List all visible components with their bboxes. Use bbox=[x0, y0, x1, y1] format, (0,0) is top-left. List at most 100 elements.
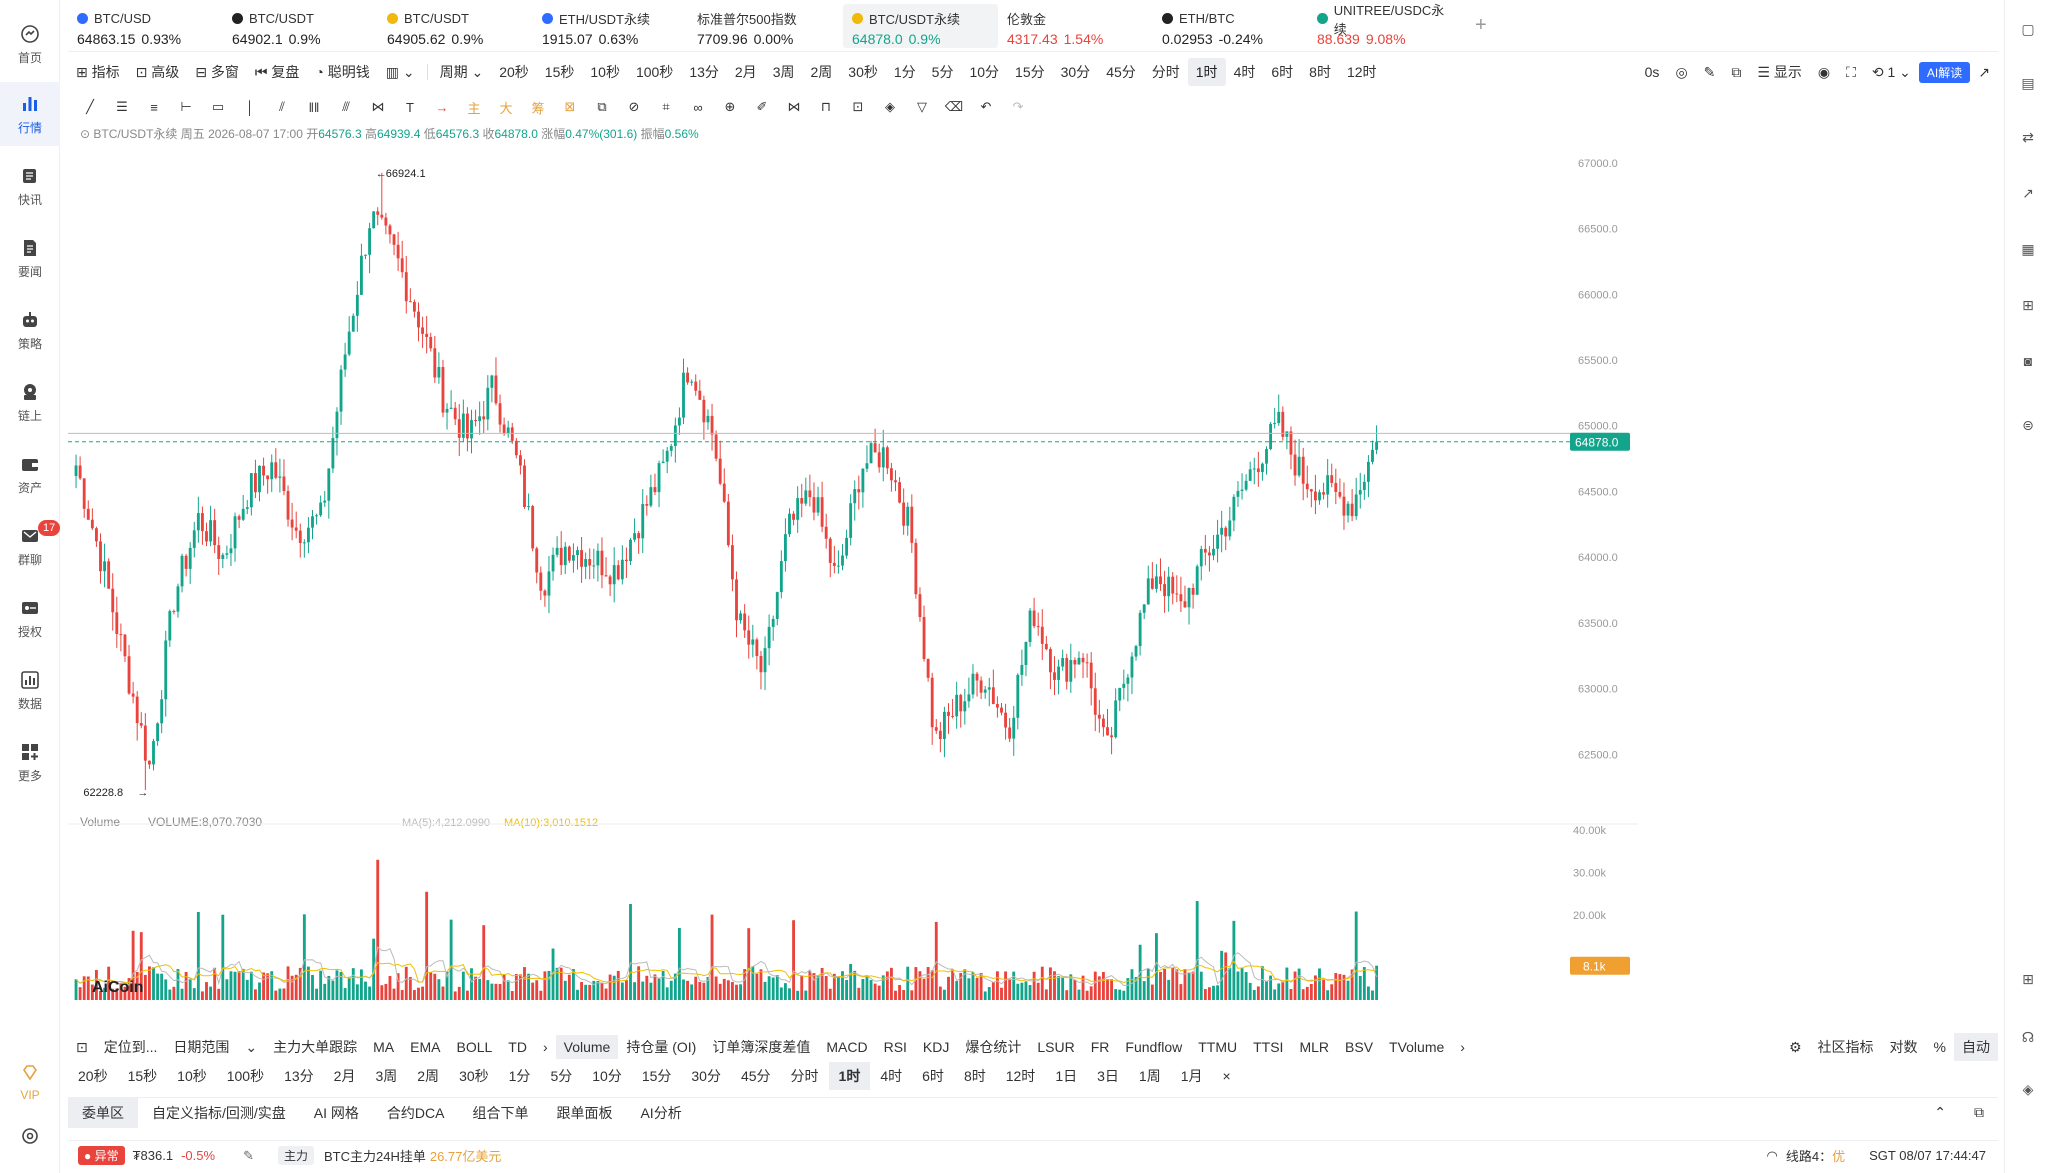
period-3[interactable]: 100秒 bbox=[635, 64, 674, 80]
nav-more[interactable]: 更多 bbox=[0, 730, 60, 794]
bottom-period-2[interactable]: 10秒 bbox=[177, 1068, 207, 1084]
robot-icon[interactable] bbox=[2017, 1082, 2039, 1104]
period-13[interactable]: 30分 bbox=[1060, 64, 1091, 80]
main-indicator-4[interactable]: TD bbox=[508, 1039, 527, 1055]
main-indicator-2[interactable]: EMA bbox=[410, 1039, 441, 1055]
sub-indicator-0[interactable]: Volume bbox=[555, 1035, 619, 1059]
nav-vip[interactable]: VIP bbox=[0, 1050, 60, 1114]
bottom-period-13[interactable]: 30分 bbox=[691, 1068, 721, 1084]
sub-indicator-14[interactable]: TVolume bbox=[1389, 1039, 1445, 1055]
period-15[interactable]: 分时 bbox=[1151, 64, 1180, 80]
settings-icon[interactable]: ⚙ bbox=[1788, 1038, 1802, 1055]
sub-indicator-11[interactable]: TTSI bbox=[1253, 1039, 1284, 1055]
smart-money-button[interactable]: ◔ 聪明钱 bbox=[315, 64, 370, 80]
auto-scale-toggle[interactable]: 自动 bbox=[1954, 1033, 1998, 1061]
bottom-period-5[interactable]: 2月 bbox=[333, 1068, 356, 1084]
nav-chat[interactable]: 群聊 17 bbox=[0, 514, 61, 578]
bottom-period-18[interactable]: 6时 bbox=[922, 1068, 944, 1084]
bars-icon[interactable]: ‖‖ bbox=[308, 99, 320, 115]
ticker-tab[interactable]: 伦敦金 4317.43 1.54% bbox=[998, 4, 1153, 48]
indicator-button[interactable]: ⊞ 指标 bbox=[76, 64, 120, 80]
period-20[interactable]: 12时 bbox=[1346, 64, 1377, 80]
bottom-period-12[interactable]: 15分 bbox=[641, 1068, 672, 1084]
lock-icon[interactable]: ⊓ bbox=[820, 99, 832, 114]
link-icon[interactable]: ∞ bbox=[693, 99, 703, 115]
period-11[interactable]: 10分 bbox=[969, 64, 1000, 80]
collapse-panel-icon[interactable]: ▢ bbox=[2021, 20, 2035, 37]
sub-indicator-1[interactable]: 持仓量 (OI) bbox=[626, 1039, 697, 1055]
main-force-icon[interactable]: 主 bbox=[467, 100, 481, 116]
ticker-tab[interactable]: BTC/USDT 64905.62 0.9% bbox=[378, 4, 533, 48]
sub-indicator-6[interactable]: 爆仓统计 bbox=[965, 1039, 1022, 1055]
ticker-tab[interactable]: ETH/BTC 0.02953 -0.24% bbox=[1153, 4, 1308, 48]
sound-icon[interactable]: ◈ bbox=[2022, 1080, 2034, 1097]
period-dropdown[interactable]: 周期 ⌄ bbox=[439, 64, 484, 80]
sub-indicator-4[interactable]: RSI bbox=[883, 1039, 907, 1055]
period-16[interactable]: 1时 bbox=[1187, 58, 1226, 86]
bottom-period-19[interactable]: 8时 bbox=[963, 1068, 986, 1084]
bottom-period-10[interactable]: 5分 bbox=[550, 1068, 573, 1084]
nav-home[interactable]: 首页 bbox=[0, 12, 60, 76]
bottom-period-4[interactable]: 13分 bbox=[284, 1068, 314, 1084]
ticker-tab[interactable]: BTC/USDT永续 64878.0 0.9% bbox=[843, 3, 998, 48]
nav-strategy[interactable]: 策略 bbox=[0, 298, 60, 362]
chip-icon[interactable]: 筹 bbox=[531, 100, 545, 116]
sub-indicator-2[interactable]: 订单簿深度差值 bbox=[712, 1039, 811, 1055]
chevron-down-icon[interactable]: ⌄ bbox=[245, 1038, 258, 1055]
nav-data[interactable]: 数据 bbox=[0, 658, 60, 722]
etf-icon[interactable]: ⊞ bbox=[2022, 296, 2034, 313]
sub-indicator-7[interactable]: LSUR bbox=[1037, 1039, 1075, 1055]
bottom-period-9[interactable]: 1分 bbox=[508, 1068, 531, 1084]
bottom-period-15[interactable]: 分时 bbox=[790, 1068, 819, 1084]
gann-icon[interactable]: ⫻ bbox=[342, 99, 350, 114]
bottom-period-3[interactable]: 100秒 bbox=[226, 1068, 265, 1084]
depth-icon[interactable]: ▦ bbox=[2021, 240, 2035, 257]
nav-authorize[interactable]: 授权 bbox=[0, 586, 60, 650]
period-8[interactable]: 30秒 bbox=[848, 64, 878, 80]
replay-button[interactable]: ⏮ 复盘 bbox=[254, 64, 300, 80]
community-indicators-button[interactable]: 社区指标 bbox=[1817, 1039, 1874, 1055]
nav-settings[interactable] bbox=[0, 1106, 60, 1170]
chevron-right-icon[interactable]: › bbox=[542, 1039, 548, 1055]
calendar-icon[interactable]: ⊡ bbox=[76, 1038, 88, 1055]
close-icon[interactable]: × bbox=[1222, 1068, 1231, 1084]
locate-button[interactable]: 定位到... bbox=[103, 1039, 158, 1055]
sub-indicator-3[interactable]: MACD bbox=[826, 1039, 868, 1055]
period-9[interactable]: 1分 bbox=[893, 64, 916, 80]
period-18[interactable]: 6时 bbox=[1271, 64, 1294, 80]
panel-tab-0[interactable]: 委单区 bbox=[68, 1097, 138, 1128]
ticker-tab[interactable]: UNITREE/USDC永续 88.639 9.08% bbox=[1308, 3, 1463, 48]
period-5[interactable]: 2月 bbox=[734, 64, 757, 80]
vertical-line-icon[interactable]: │ bbox=[245, 99, 255, 115]
marker-icon[interactable]: ✐ bbox=[756, 99, 768, 114]
ticker-tab[interactable]: ETH/USDT永续 1915.07 0.63% bbox=[533, 4, 688, 48]
nav-market[interactable]: 行情 bbox=[0, 82, 60, 146]
sub-indicator-8[interactable]: FR bbox=[1090, 1039, 1110, 1055]
bottom-period-14[interactable]: 45分 bbox=[740, 1068, 771, 1084]
expand-icon[interactable]: ⌃ bbox=[1934, 1104, 1946, 1120]
period-4[interactable]: 13分 bbox=[689, 64, 719, 80]
anomaly-badge[interactable]: ● 异常 bbox=[78, 1146, 125, 1165]
horizontal-ray-icon[interactable]: ⊢ bbox=[180, 99, 192, 114]
crop-icon[interactable]: ⌗ bbox=[662, 99, 670, 114]
bottom-period-8[interactable]: 30秒 bbox=[459, 1068, 489, 1084]
ticker-tab[interactable]: 标准普尔500指数 7709.96 0.00% bbox=[688, 4, 843, 48]
bottom-period-22[interactable]: 3日 bbox=[1097, 1068, 1119, 1084]
bottom-period-6[interactable]: 3周 bbox=[375, 1068, 398, 1084]
bottom-period-7[interactable]: 2周 bbox=[417, 1068, 440, 1084]
bottom-period-17[interactable]: 4时 bbox=[880, 1068, 903, 1084]
main-indicator-1[interactable]: MA bbox=[373, 1039, 395, 1055]
period-19[interactable]: 8时 bbox=[1309, 64, 1331, 80]
date-range-button[interactable]: 日期范围 bbox=[173, 1039, 230, 1055]
arrow-icon[interactable]: → bbox=[435, 99, 449, 115]
sub-indicator-9[interactable]: Fundflow bbox=[1125, 1039, 1183, 1055]
panel-tab-2[interactable]: AI 网格 bbox=[313, 1104, 359, 1121]
nav-onchain[interactable]: 链上 bbox=[0, 370, 60, 434]
bottom-period-1[interactable]: 15秒 bbox=[127, 1068, 158, 1084]
sub-indicator-12[interactable]: MLR bbox=[1299, 1039, 1330, 1055]
line-label[interactable]: 线路4： bbox=[1785, 1149, 1833, 1164]
sub-indicator-13[interactable]: BSV bbox=[1345, 1039, 1374, 1055]
panel-tab-5[interactable]: 跟单面板 bbox=[556, 1104, 613, 1121]
period-2[interactable]: 10秒 bbox=[590, 64, 620, 80]
percent-toggle[interactable]: % bbox=[1933, 1039, 1946, 1055]
